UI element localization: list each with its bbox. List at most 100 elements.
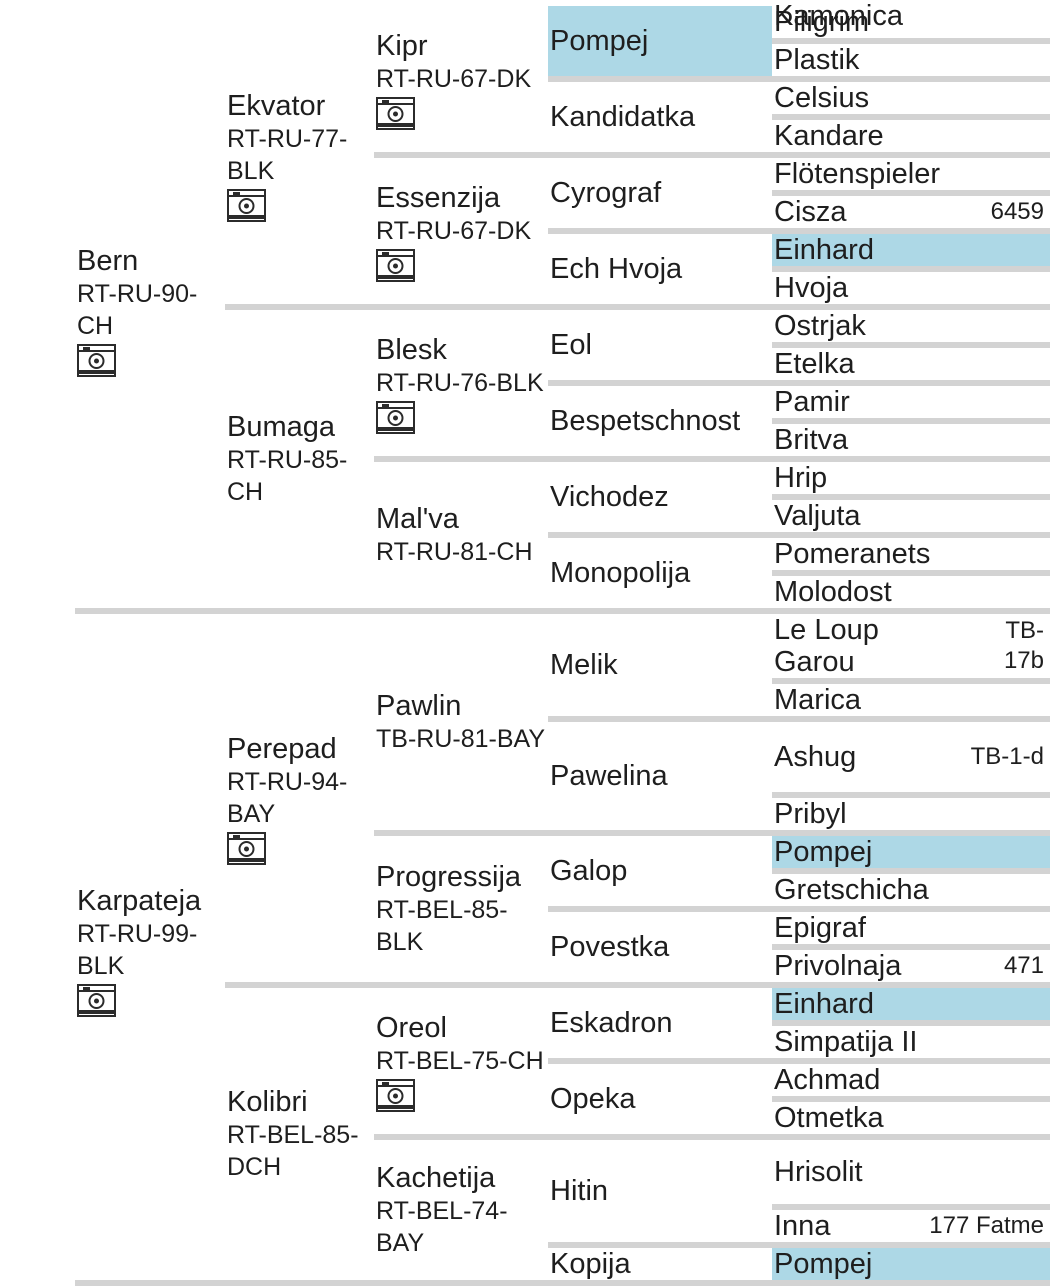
ancestor-cell[interactable]: Flötenspieler (772, 158, 1050, 190)
horse-name[interactable]: Pomeranets (774, 538, 931, 570)
ancestor-cell[interactable]: Pompej (548, 6, 772, 76)
ancestor-cell[interactable]: Essenzija RT-RU-67-DK (374, 158, 548, 304)
camera-icon[interactable] (376, 96, 548, 130)
ancestor-cell[interactable]: Eol (550, 329, 592, 361)
ancestor-cell[interactable]: Pribyl (772, 798, 1050, 830)
ancestor-cell[interactable]: Piligrim (772, 6, 1050, 38)
ancestor-cell[interactable]: Pawlin TB-RU-81-BAY (374, 614, 548, 830)
camera-icon[interactable] (376, 400, 548, 434)
horse-name[interactable]: Pompej (774, 836, 873, 868)
ancestor-cell[interactable]: Simpatija II (772, 1026, 1050, 1058)
camera-icon[interactable] (227, 188, 374, 222)
ancestor-cell[interactable]: Ashug TB-1-d (772, 722, 1050, 792)
horse-name[interactable]: Bumaga (227, 411, 336, 443)
camera-icon[interactable] (376, 248, 548, 282)
ancestor-cell[interactable]: Ech Hvoja (550, 253, 683, 285)
horse-name[interactable]: Pribyl (774, 798, 847, 830)
ancestor-cell[interactable]: Hrisolit (772, 1140, 1050, 1204)
ancestor-cell[interactable]: Gretschicha (772, 874, 1050, 906)
horse-name[interactable]: Perepad (227, 732, 337, 765)
horse-name[interactable]: Hrip (774, 462, 828, 494)
ancestor-cell[interactable]: Vichodez (550, 481, 669, 513)
ancestor-cell[interactable]: Oreol RT-BEL-75-CH (374, 988, 548, 1134)
ancestor-cell[interactable]: Le Loup Garou TB-17b (772, 614, 1050, 678)
ancestor-cell[interactable]: Celsius (772, 82, 1050, 114)
ancestor-cell[interactable]: Monopolija (550, 557, 691, 589)
ancestor-cell[interactable]: Otmetka (772, 1102, 1050, 1134)
ancestor-cell[interactable]: Kamonica (772, 0, 1050, 32)
ancestor-cell[interactable]: Opeka (550, 1083, 636, 1115)
horse-name[interactable]: Etelka (774, 348, 855, 380)
ancestor-cell[interactable]: Eskadron (550, 1007, 673, 1039)
ancestor-cell[interactable]: Einhard (772, 234, 1050, 266)
horse-name[interactable]: Einhard (774, 234, 874, 266)
horse-name[interactable]: Valjuta (774, 500, 861, 532)
ancestor-cell[interactable]: Galop (550, 855, 628, 887)
horse-name[interactable]: Celsius (774, 82, 870, 114)
horse-name[interactable]: Pamir (774, 386, 850, 418)
horse-name[interactable]: Epigraf (774, 912, 866, 944)
ancestor-cell[interactable]: Mal'va RT-RU-81-CH (374, 462, 548, 608)
horse-name[interactable]: Britva (774, 424, 849, 456)
ancestor-cell[interactable]: Ostrjak (772, 310, 1050, 342)
ancestor-cell[interactable]: Britva (772, 424, 1050, 456)
horse-name[interactable]: Bern (77, 244, 139, 277)
horse-name[interactable]: Inna (774, 1210, 831, 1242)
ancestor-cell[interactable]: Pawelina (550, 760, 668, 792)
ancestor-cell[interactable]: Etelka (772, 348, 1050, 380)
ancestor-cell[interactable]: Povestka (550, 931, 670, 963)
horse-name[interactable]: Le Loup Garou (774, 614, 879, 678)
ancestor-cell[interactable]: Ekvator RT-RU-77-BLK (225, 6, 374, 304)
horse-name[interactable]: Essenzija (376, 181, 501, 214)
horse-name[interactable]: Ostrjak (774, 310, 866, 342)
horse-name[interactable]: Oreol (376, 1011, 447, 1044)
ancestor-cell[interactable]: Plastik (772, 44, 1050, 76)
ancestor-cell[interactable]: Kipr RT-RU-67-DK (374, 6, 548, 152)
horse-name[interactable]: Karpateja (77, 884, 202, 917)
ancestor-cell[interactable]: Bumaga RT-RU-85-CH (225, 310, 374, 608)
horse-name[interactable]: Plastik (774, 44, 860, 76)
ancestor-cell[interactable]: Bern RT-RU-90-CH (75, 6, 225, 614)
ancestor-cell[interactable]: Blesk RT-RU-76-BLK (374, 310, 548, 456)
ancestor-cell[interactable]: Pompej (772, 836, 1050, 868)
ancestor-cell[interactable]: Valjuta (772, 500, 1050, 532)
horse-name[interactable]: Hvoja (774, 272, 849, 304)
ancestor-cell[interactable]: Bespetschnost (550, 405, 741, 437)
ancestor-cell[interactable]: Kandare (772, 120, 1050, 152)
horse-name[interactable]: Mal'va (376, 503, 459, 535)
horse-name[interactable]: Ekvator (227, 89, 326, 122)
ancestor-cell[interactable]: Kandidatka (550, 101, 696, 133)
ancestor-cell[interactable]: Kolibri RT-BEL-85-DCH (225, 988, 374, 1280)
ancestor-cell[interactable]: Hrip (772, 462, 1050, 494)
horse-name[interactable]: Kipr (376, 29, 428, 62)
ancestor-cell[interactable]: Privolnaja 471 (772, 950, 1050, 982)
ancestor-cell[interactable]: Kopija (550, 1248, 631, 1280)
ancestor-cell[interactable]: Hvoja (772, 272, 1050, 304)
ancestor-cell[interactable]: Progressija RT-BEL-85-BLK (374, 836, 548, 982)
horse-name[interactable]: Kolibri (227, 1086, 308, 1118)
ancestor-cell[interactable]: Cisza 6459 (772, 196, 1050, 228)
horse-name[interactable]: Achmad (774, 1064, 881, 1096)
horse-name[interactable]: Kamonica (774, 0, 903, 32)
horse-name[interactable]: Hrisolit (774, 1156, 863, 1188)
ancestor-cell[interactable]: Pomeranets (772, 538, 1050, 570)
horse-name[interactable]: Molodost (774, 576, 892, 608)
ancestor-cell[interactable]: Melik (550, 649, 618, 681)
ancestor-cell[interactable]: Karpateja RT-RU-99-BLK (75, 614, 225, 1286)
horse-name[interactable]: Privolnaja (774, 950, 902, 982)
horse-name[interactable]: Flötenspieler (774, 158, 941, 190)
ancestor-cell[interactable]: Perepad RT-RU-94-BAY (225, 614, 374, 982)
ancestor-cell[interactable]: Inna 177 Fatme (772, 1210, 1050, 1242)
ancestor-cell[interactable]: Achmad (772, 1064, 1050, 1096)
horse-name[interactable]: Cisza (774, 196, 847, 228)
ancestor-cell[interactable]: Kachetija RT-BEL-74-BAY (374, 1140, 548, 1280)
horse-name[interactable]: Gretschicha (774, 874, 929, 906)
horse-name[interactable]: Pawlin (376, 690, 462, 722)
camera-icon[interactable] (376, 1078, 548, 1112)
horse-name[interactable]: Kandare (774, 120, 884, 152)
ancestor-cell[interactable]: Hitin (550, 1175, 609, 1207)
ancestor-cell[interactable]: Cyrograf (550, 177, 662, 209)
horse-name[interactable]: Einhard (774, 988, 874, 1020)
ancestor-cell[interactable]: Molodost (772, 576, 1050, 608)
horse-name[interactable]: Ashug (774, 741, 857, 773)
